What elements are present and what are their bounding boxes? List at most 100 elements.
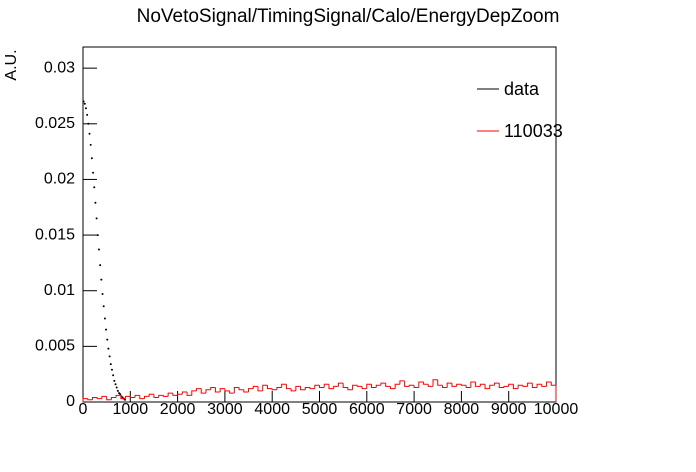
hist-bin (281, 383, 287, 388)
hist-bin (489, 384, 495, 389)
hist-bin (271, 388, 277, 391)
hist-bin (470, 381, 476, 388)
hist-bin (96, 397, 102, 400)
hist-bin (323, 383, 329, 388)
hist-bin (498, 383, 504, 389)
hist-bin (143, 395, 150, 399)
hist-bin (196, 388, 202, 391)
data-point (102, 305, 105, 308)
data-point (110, 368, 113, 371)
data-point (83, 102, 86, 105)
hist-bin (347, 387, 353, 391)
data-point (107, 347, 110, 350)
hist-bin (494, 382, 500, 386)
hist-bin (456, 383, 462, 387)
x-tick-label: 5000 (302, 401, 338, 418)
hist-bin (224, 388, 230, 392)
hist-bin (158, 394, 164, 398)
data-point (109, 363, 112, 366)
hist-bin (512, 384, 519, 390)
hist-bin (479, 383, 486, 387)
hist-bin (219, 388, 225, 392)
hist-bin (82, 398, 88, 402)
hist-bin (106, 396, 112, 401)
hist-bin (129, 396, 136, 399)
hist-bin (484, 384, 490, 390)
x-tick-label: 1000 (113, 401, 149, 418)
hist-bin (87, 398, 93, 401)
hist-bin (134, 394, 140, 398)
data-point (93, 186, 96, 189)
hist-bin (550, 381, 556, 386)
data-point (88, 132, 91, 135)
x-tick-label: 9000 (491, 401, 527, 418)
data-point (97, 248, 100, 251)
data-point (90, 157, 93, 160)
hist-bin (366, 383, 372, 389)
hist-bin (389, 386, 396, 390)
x-tick-label: 8000 (444, 401, 480, 418)
hist-bin (418, 381, 424, 388)
hist-bin (257, 386, 263, 392)
x-tick-label: 2000 (160, 401, 196, 418)
hist-bin (465, 385, 471, 389)
hist-bin (295, 385, 301, 391)
hist-bin (266, 385, 273, 390)
hist-bin (380, 382, 386, 386)
data-point (94, 201, 97, 204)
hist-bin (352, 384, 358, 390)
y-tick-label: 0.005 (35, 338, 75, 355)
hist-bin (148, 393, 154, 397)
hist-bin (262, 384, 268, 391)
y-tick-label: 0.03 (44, 59, 75, 76)
x-tick-label: 4000 (254, 401, 290, 418)
hist-bin (172, 393, 178, 396)
hist-bin (413, 385, 419, 389)
hist-bin (248, 388, 254, 392)
y-tick-label: 0.015 (35, 226, 75, 243)
hist-bin (531, 383, 538, 389)
hist-bin (91, 397, 98, 400)
hist-bin (394, 383, 400, 389)
hist-bin (200, 388, 206, 394)
x-tick-label: 7000 (396, 401, 432, 418)
hist-bin (139, 395, 145, 400)
data-point (84, 107, 87, 110)
data-point (86, 113, 89, 116)
hist-bin (503, 385, 509, 388)
hist-bin (460, 384, 467, 386)
data-point (112, 374, 115, 377)
y-axis-label: A.U. (3, 49, 20, 80)
hist-bin (304, 387, 311, 390)
x-tick-label: 0 (79, 401, 88, 418)
x-tick-label: 10000 (534, 401, 579, 418)
data-point (87, 122, 90, 125)
legend-label: data (504, 79, 540, 99)
data-point (100, 278, 103, 281)
hist-bin (432, 379, 438, 387)
hist-bin (115, 394, 121, 398)
data-point (103, 317, 106, 320)
hist-bin (101, 395, 107, 399)
hist-bin (243, 389, 249, 393)
hist-bin (229, 390, 235, 394)
y-tick-label: 0.01 (44, 282, 75, 299)
hist-bin (423, 381, 429, 385)
hist-bin (385, 383, 391, 387)
hist-bin (427, 384, 434, 387)
data-point (89, 143, 92, 146)
hist-bin (290, 388, 296, 392)
hist-bin (300, 386, 306, 391)
hist-bin (399, 380, 405, 385)
hist-bin (446, 382, 452, 388)
hist-bin (233, 387, 240, 394)
hist-bin (404, 380, 410, 387)
y-tick-label: 0.025 (35, 115, 75, 132)
hist-bin (408, 384, 415, 387)
hist-bin (541, 384, 547, 387)
hist-bin (356, 385, 363, 387)
hist-bin (162, 395, 169, 397)
hist-bin (186, 391, 192, 396)
